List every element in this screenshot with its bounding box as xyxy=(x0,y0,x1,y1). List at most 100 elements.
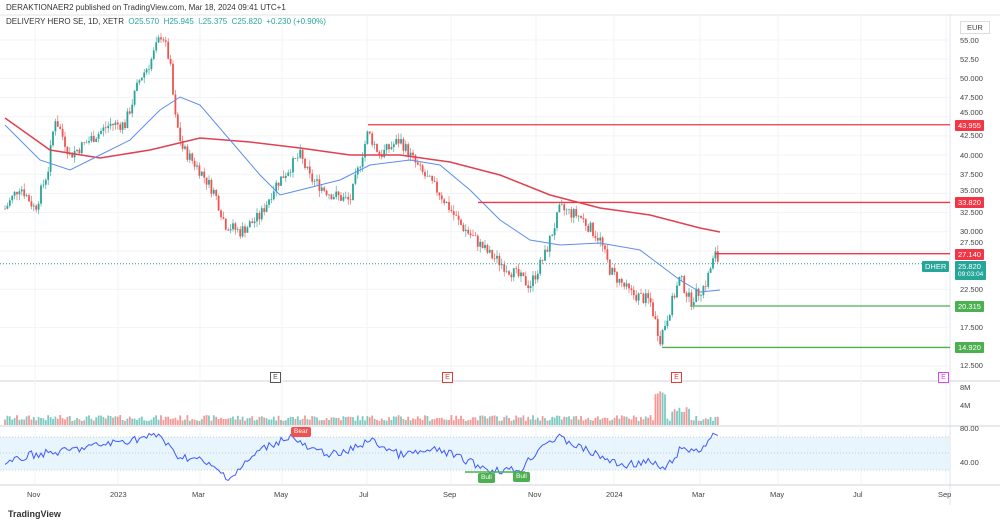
volume-bar xyxy=(522,415,525,425)
volume-bar xyxy=(104,418,107,425)
volume-bar xyxy=(176,420,179,425)
candle xyxy=(292,158,294,173)
candle xyxy=(601,237,604,246)
volume-bar xyxy=(342,416,345,425)
volume-bar xyxy=(344,417,347,425)
earnings-marker[interactable]: E xyxy=(938,372,949,383)
volume-bar xyxy=(476,420,479,425)
candle xyxy=(628,283,630,289)
candle xyxy=(23,189,26,197)
change-value: +0.230 (+0.90%) xyxy=(266,17,326,26)
volume-bar xyxy=(253,420,256,425)
volume-bar xyxy=(66,416,69,425)
candle xyxy=(467,229,470,234)
candle xyxy=(61,128,64,137)
volume-bar xyxy=(229,417,232,425)
volume-bar xyxy=(227,418,230,425)
volume-bar xyxy=(683,411,686,425)
candle xyxy=(536,273,539,280)
candle xyxy=(196,165,198,167)
earnings-marker[interactable]: E xyxy=(270,372,281,383)
candle xyxy=(25,195,28,197)
volume-bar xyxy=(455,415,458,425)
volume-bar xyxy=(306,419,309,425)
volume-bar xyxy=(337,417,340,425)
price-tick: 30.000 xyxy=(960,227,983,237)
volume-bar xyxy=(239,419,242,425)
volume-bar xyxy=(436,418,438,425)
volume-bar xyxy=(438,418,441,425)
price-tick: 22.500 xyxy=(960,284,983,294)
volume-bar xyxy=(277,415,280,425)
level-label: 14.920 xyxy=(955,342,984,354)
volume-bar xyxy=(529,419,532,425)
candle xyxy=(83,142,86,144)
candle xyxy=(419,164,422,166)
volume-bar xyxy=(150,419,153,425)
candle xyxy=(366,131,369,144)
volume-bar xyxy=(553,417,556,425)
volume-bar xyxy=(169,418,172,425)
volume-bar xyxy=(472,417,474,425)
volume-bar xyxy=(464,420,467,425)
candle xyxy=(575,209,578,217)
volume-bar xyxy=(186,415,189,425)
volume-bar xyxy=(32,417,35,425)
candle xyxy=(659,336,662,345)
volume-bar xyxy=(220,417,222,425)
volume-bar xyxy=(505,415,508,425)
volume-bar xyxy=(676,410,678,425)
time-tick: Sep xyxy=(443,490,457,499)
earnings-marker[interactable]: E xyxy=(442,372,453,383)
candle xyxy=(702,286,705,296)
candle xyxy=(167,41,170,59)
volume-bar xyxy=(210,420,213,425)
volume-bar xyxy=(594,417,597,425)
candle xyxy=(402,139,405,151)
level-label: 27.140 xyxy=(955,248,984,260)
volume-bar xyxy=(604,417,606,425)
volume-bar xyxy=(390,419,393,425)
candle xyxy=(359,166,362,168)
candle xyxy=(340,195,342,201)
candle xyxy=(248,221,251,228)
volume-bar xyxy=(616,415,618,425)
volume-bar xyxy=(539,420,542,425)
volume-bar xyxy=(28,415,30,425)
volume-bar xyxy=(328,419,330,425)
volume-bar xyxy=(673,409,676,425)
currency-button[interactable]: EUR xyxy=(960,21,990,34)
volume-bar xyxy=(258,416,261,425)
earnings-marker[interactable]: E xyxy=(671,372,682,383)
volume-bar xyxy=(265,418,268,425)
volume-bar xyxy=(44,420,47,425)
candle xyxy=(32,205,35,207)
volume-bar xyxy=(215,416,218,425)
symbol-name[interactable]: DELIVERY HERO SE, 1D, XETR xyxy=(6,17,124,26)
volume-bar xyxy=(292,417,294,425)
volume-bar xyxy=(116,416,119,425)
volume-bar xyxy=(498,420,501,425)
candle xyxy=(349,199,352,201)
candle xyxy=(102,127,105,131)
volume-bar xyxy=(126,418,129,425)
volume-bar xyxy=(133,418,136,425)
volume-bar xyxy=(500,420,503,425)
volume-bar xyxy=(359,420,362,425)
volume-bar xyxy=(299,419,302,425)
candle xyxy=(553,228,556,236)
volume-bar xyxy=(140,416,143,425)
volume-bar xyxy=(8,416,11,425)
volume-bar xyxy=(128,416,131,425)
volume-bar xyxy=(587,417,590,425)
volume-bar xyxy=(352,417,354,425)
volume-bar xyxy=(570,419,573,425)
candle xyxy=(512,268,515,278)
volume-bar xyxy=(160,415,162,425)
price-tick: 12.500 xyxy=(960,361,983,371)
candle xyxy=(337,191,340,196)
volume-bar xyxy=(383,420,386,425)
candle xyxy=(186,146,189,160)
volume-bar xyxy=(707,419,710,425)
